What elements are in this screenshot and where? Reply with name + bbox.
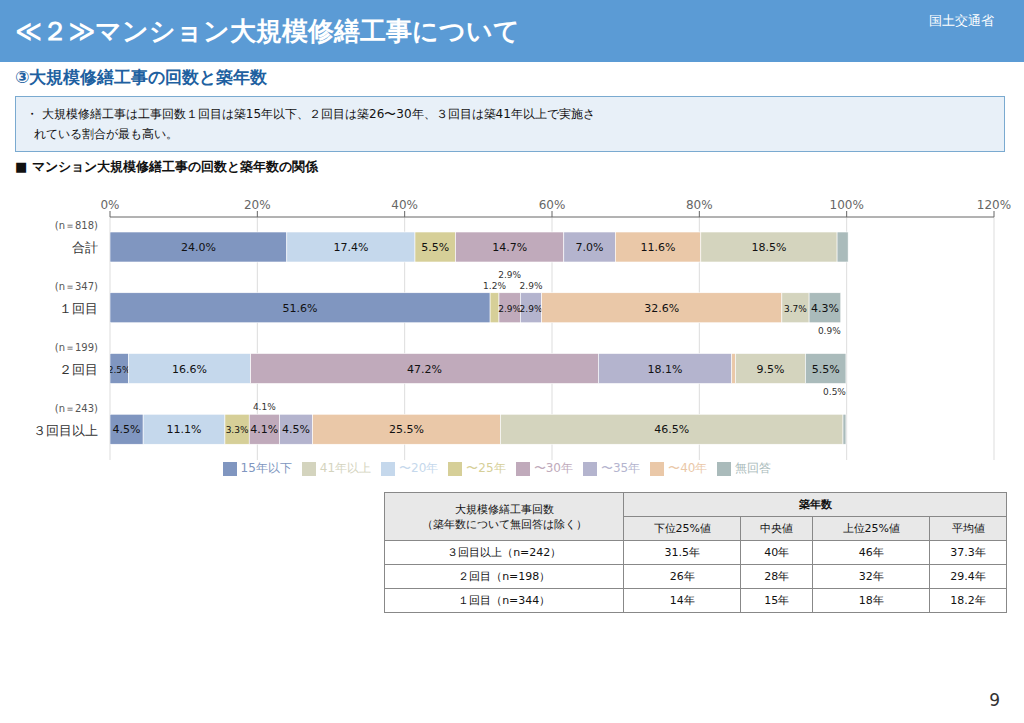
svg-text:4.3%: 4.3% — [811, 302, 839, 315]
html-text:〜20年: 〜20年 — [399, 461, 439, 475]
svg-text:80%: 80% — [686, 198, 713, 212]
svg-text:11.6%: 11.6% — [641, 241, 676, 254]
svg-text:14.7%: 14.7% — [492, 241, 527, 254]
svg-text:60%: 60% — [539, 198, 566, 212]
html-text:中央値: 中央値 — [760, 522, 794, 535]
svg-text:5.5%: 5.5% — [812, 363, 840, 376]
svg-text:4.1%: 4.1% — [250, 423, 278, 436]
html-text:26年: 26年 — [669, 570, 695, 583]
svg-text:120%: 120% — [977, 198, 1011, 212]
svg-text:17.4%: 17.4% — [333, 241, 368, 254]
svg-text:(n＝199): (n＝199) — [55, 342, 98, 353]
svg-text:4.5%: 4.5% — [282, 423, 310, 436]
svg-text:3.7%: 3.7% — [784, 304, 807, 314]
html-text:国土交通省: 国土交通省 — [929, 13, 994, 28]
svg-text:1.2%: 1.2% — [483, 281, 506, 291]
svg-text:18.1%: 18.1% — [648, 363, 683, 376]
html-text:14年: 14年 — [669, 594, 695, 607]
html-text:31.5年: 31.5年 — [664, 546, 700, 559]
html-text:29.4年: 29.4年 — [950, 570, 986, 583]
svg-text:11.1%: 11.1% — [167, 423, 202, 436]
svg-text:2.9%: 2.9% — [498, 270, 521, 280]
svg-text:2.5%: 2.5% — [110, 365, 131, 375]
html-text:・ 大規模修繕工事は工事回数１回目は築15年以下、２回目は築: ・ 大規模修繕工事は工事回数１回目は築15年以下、２回目は築26〜30年、３回目… — [26, 107, 595, 121]
html-text:■ マンション大規模修繕工事の回数と築年数の関係: ■ マンション大規模修繕工事の回数と築年数の関係 — [15, 159, 318, 174]
html-text:〜35年: 〜35年 — [600, 461, 641, 475]
html-text:上位25%値: 上位25%値 — [842, 522, 900, 535]
html-text:〜30年: 〜30年 — [533, 461, 573, 475]
svg-text:46.5%: 46.5% — [654, 423, 689, 436]
svg-text:4.5%: 4.5% — [113, 423, 141, 436]
html-text:40年: 40年 — [764, 546, 790, 559]
svg-text:32.6%: 32.6% — [644, 302, 679, 315]
svg-text:9.5%: 9.5% — [756, 363, 784, 376]
html-text:〜25年: 〜25年 — [466, 461, 506, 475]
html-text:平均値: 平均値 — [951, 522, 985, 535]
svg-text:0.9%: 0.9% — [818, 326, 841, 336]
svg-text:24.0%: 24.0% — [181, 241, 216, 254]
svg-text:18.5%: 18.5% — [751, 241, 786, 254]
svg-text:100%: 100% — [830, 198, 864, 212]
svg-text:4.1%: 4.1% — [253, 402, 276, 412]
html-text:大規模修繕工事回数: 大規模修繕工事回数 — [454, 502, 554, 516]
html-text:18年: 18年 — [858, 594, 884, 607]
html-text:無回答: 無回答 — [735, 461, 772, 475]
html-text:〜40年: 〜40年 — [668, 461, 708, 475]
html-text:9: 9 — [989, 690, 1000, 710]
svg-text:(n＝347): (n＝347) — [55, 281, 98, 292]
svg-text:(n＝818): (n＝818) — [55, 220, 98, 231]
svg-text:51.6%: 51.6% — [283, 302, 318, 315]
html-text:37.3年: 37.3年 — [950, 546, 986, 559]
svg-text:１回目: １回目 — [59, 301, 98, 316]
svg-text:２回目: ２回目 — [59, 362, 98, 377]
html-text:15年: 15年 — [764, 594, 790, 607]
html-text:15年以下: 15年以下 — [240, 461, 292, 475]
svg-text:0%: 0% — [100, 198, 119, 212]
html-text:（築年数について無回答は除く）: （築年数について無回答は除く） — [421, 517, 587, 531]
svg-text:7.0%: 7.0% — [576, 241, 604, 254]
svg-text:47.2%: 47.2% — [407, 363, 442, 376]
html-text:れている割合が最も高い。: れている割合が最も高い。 — [26, 127, 178, 141]
svg-text:2.9%: 2.9% — [520, 281, 543, 291]
svg-text:(n＝243): (n＝243) — [55, 403, 98, 414]
html-text:41年以上: 41年以上 — [319, 461, 372, 475]
svg-text:0.5%: 0.5% — [823, 387, 846, 397]
html-text:２回目（n=198）: ２回目（n=198） — [458, 570, 551, 583]
html-text:46年: 46年 — [858, 546, 884, 559]
svg-text:３回目以上: ３回目以上 — [33, 423, 98, 438]
html-text:築年数: 築年数 — [798, 498, 832, 511]
svg-text:25.5%: 25.5% — [389, 423, 424, 436]
svg-text:20%: 20% — [244, 198, 271, 212]
html-text:≪２≫マンション大規模修繕工事について: ≪２≫マンション大規模修繕工事について — [15, 16, 521, 46]
html-text:32年: 32年 — [858, 570, 884, 583]
html-text:３回目以上（n=242）: ３回目以上（n=242） — [447, 546, 562, 559]
svg-text:16.6%: 16.6% — [172, 363, 207, 376]
svg-text:5.5%: 5.5% — [421, 241, 449, 254]
svg-text:2.9%: 2.9% — [498, 304, 521, 314]
html-text:１回目（n=344）: １回目（n=344） — [458, 594, 551, 607]
svg-text:40%: 40% — [391, 198, 418, 212]
html-text:③大規模修繕工事の回数と築年数: ③大規模修繕工事の回数と築年数 — [15, 67, 268, 87]
svg-text:2.9%: 2.9% — [520, 304, 543, 314]
html-text:下位25%値: 下位25%値 — [653, 522, 711, 535]
html-text:18.2年: 18.2年 — [950, 594, 986, 607]
html-text:28年: 28年 — [764, 570, 790, 583]
svg-text:合計: 合計 — [72, 240, 98, 255]
svg-text:3.3%: 3.3% — [226, 425, 249, 435]
